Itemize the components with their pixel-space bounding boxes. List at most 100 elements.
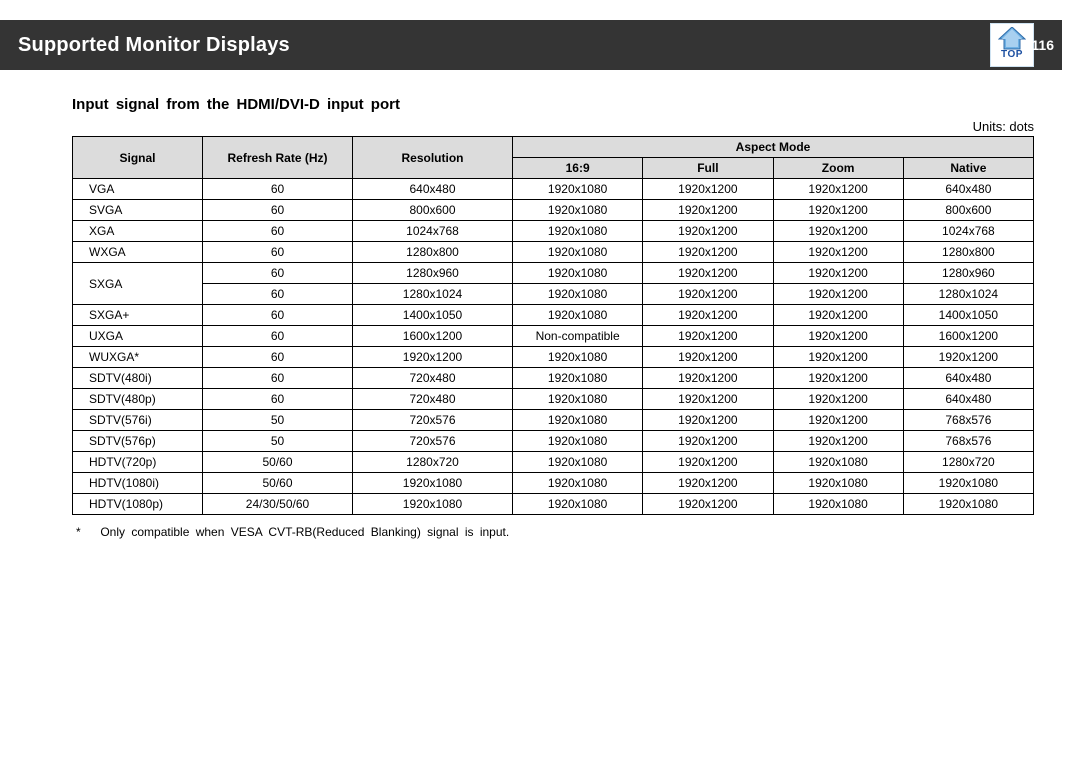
cell-rate: 60 — [203, 305, 353, 326]
cell-res: 1600x1200 — [353, 326, 513, 347]
table-row: SDTV(576i)50720x5761920x10801920x1200192… — [73, 410, 1034, 431]
cell-res: 1920x1080 — [353, 494, 513, 515]
cell-b: 1920x1200 — [643, 347, 773, 368]
table-row: HDTV(1080i)50/601920x10801920x10801920x1… — [73, 473, 1034, 494]
cell-rate: 50/60 — [203, 452, 353, 473]
cell-signal: SDTV(576i) — [73, 410, 203, 431]
cell-b: 1920x1200 — [643, 263, 773, 284]
cell-b: 1920x1200 — [643, 179, 773, 200]
cell-c: 1920x1080 — [773, 473, 903, 494]
cell-rate: 60 — [203, 368, 353, 389]
cell-res: 720x576 — [353, 410, 513, 431]
cell-c: 1920x1080 — [773, 452, 903, 473]
section-heading: Input signal from the HDMI/DVI-D input p… — [72, 96, 1034, 113]
cell-d: 1280x960 — [903, 263, 1033, 284]
cell-c: 1920x1200 — [773, 179, 903, 200]
table-row: HDTV(720p)50/601280x7201920x10801920x120… — [73, 452, 1034, 473]
cell-d: 640x480 — [903, 368, 1033, 389]
col-native: Native — [903, 158, 1033, 179]
units-label: Units: dots — [72, 119, 1034, 134]
table-row: WUXGA*601920x12001920x10801920x12001920x… — [73, 347, 1034, 368]
table-row: SDTV(576p)50720x5761920x10801920x1200192… — [73, 431, 1034, 452]
top-label: TOP — [991, 49, 1033, 60]
col-signal: Signal — [73, 137, 203, 179]
cell-b: 1920x1200 — [643, 368, 773, 389]
cell-c: 1920x1200 — [773, 284, 903, 305]
table-row: SXGA+601400x10501920x10801920x12001920x1… — [73, 305, 1034, 326]
page-number: 116 — [1031, 20, 1062, 70]
cell-res: 800x600 — [353, 200, 513, 221]
cell-d: 1280x800 — [903, 242, 1033, 263]
table-row: WXGA601280x8001920x10801920x12001920x120… — [73, 242, 1034, 263]
cell-a: 1920x1080 — [513, 452, 643, 473]
cell-res: 1280x720 — [353, 452, 513, 473]
cell-res: 720x480 — [353, 368, 513, 389]
cell-res: 720x480 — [353, 389, 513, 410]
cell-a: 1920x1080 — [513, 284, 643, 305]
home-icon — [998, 27, 1026, 51]
cell-b: 1920x1200 — [643, 410, 773, 431]
cell-a: 1920x1080 — [513, 263, 643, 284]
cell-d: 800x600 — [903, 200, 1033, 221]
top-nav-button[interactable]: TOP — [990, 23, 1034, 67]
table-row: 601280x10241920x10801920x12001920x120012… — [73, 284, 1034, 305]
cell-rate: 60 — [203, 284, 353, 305]
cell-signal: SDTV(576p) — [73, 431, 203, 452]
cell-b: 1920x1200 — [643, 431, 773, 452]
col-aspect: Aspect Mode — [513, 137, 1034, 158]
col-rate: Refresh Rate (Hz) — [203, 137, 353, 179]
cell-signal: HDTV(720p) — [73, 452, 203, 473]
table-row: VGA60640x4801920x10801920x12001920x12006… — [73, 179, 1034, 200]
cell-rate: 50 — [203, 410, 353, 431]
cell-c: 1920x1200 — [773, 368, 903, 389]
cell-b: 1920x1200 — [643, 221, 773, 242]
cell-b: 1920x1200 — [643, 242, 773, 263]
table-row: XGA601024x7681920x10801920x12001920x1200… — [73, 221, 1034, 242]
cell-res: 1280x1024 — [353, 284, 513, 305]
cell-b: 1920x1200 — [643, 473, 773, 494]
cell-a: 1920x1080 — [513, 473, 643, 494]
cell-rate: 24/30/50/60 — [203, 494, 353, 515]
cell-b: 1920x1200 — [643, 200, 773, 221]
footnote: * Only compatible when VESA CVT-RB(Reduc… — [72, 525, 1034, 539]
cell-signal: HDTV(1080p) — [73, 494, 203, 515]
cell-res: 640x480 — [353, 179, 513, 200]
cell-rate: 60 — [203, 242, 353, 263]
cell-d: 1280x720 — [903, 452, 1033, 473]
cell-signal: VGA — [73, 179, 203, 200]
cell-signal: XGA — [73, 221, 203, 242]
content-area: Input signal from the HDMI/DVI-D input p… — [0, 70, 1080, 539]
cell-rate: 50/60 — [203, 473, 353, 494]
cell-c: 1920x1200 — [773, 410, 903, 431]
table-row: SXGA601280x9601920x10801920x12001920x120… — [73, 263, 1034, 284]
cell-d: 640x480 — [903, 389, 1033, 410]
cell-a: 1920x1080 — [513, 221, 643, 242]
cell-signal: SXGA+ — [73, 305, 203, 326]
footnote-mark: * — [76, 525, 94, 539]
cell-rate: 60 — [203, 347, 353, 368]
cell-res: 1920x1080 — [353, 473, 513, 494]
col-resolution: Resolution — [353, 137, 513, 179]
cell-res: 1280x960 — [353, 263, 513, 284]
cell-a: 1920x1080 — [513, 179, 643, 200]
cell-d: 1280x1024 — [903, 284, 1033, 305]
cell-signal: UXGA — [73, 326, 203, 347]
cell-rate: 60 — [203, 263, 353, 284]
cell-d: 1600x1200 — [903, 326, 1033, 347]
cell-b: 1920x1200 — [643, 326, 773, 347]
cell-a: Non-compatible — [513, 326, 643, 347]
cell-a: 1920x1080 — [513, 410, 643, 431]
cell-b: 1920x1200 — [643, 494, 773, 515]
cell-c: 1920x1200 — [773, 347, 903, 368]
footnote-text: Only compatible when VESA CVT-RB(Reduced… — [100, 525, 509, 539]
cell-a: 1920x1080 — [513, 389, 643, 410]
cell-rate: 60 — [203, 221, 353, 242]
cell-rate: 60 — [203, 200, 353, 221]
cell-c: 1920x1200 — [773, 389, 903, 410]
resolution-table: Signal Refresh Rate (Hz) Resolution Aspe… — [72, 136, 1034, 515]
title-bar: Supported Monitor Displays TOP 116 — [0, 20, 1062, 70]
cell-res: 1920x1200 — [353, 347, 513, 368]
cell-d: 768x576 — [903, 410, 1033, 431]
cell-res: 1024x768 — [353, 221, 513, 242]
cell-a: 1920x1080 — [513, 368, 643, 389]
